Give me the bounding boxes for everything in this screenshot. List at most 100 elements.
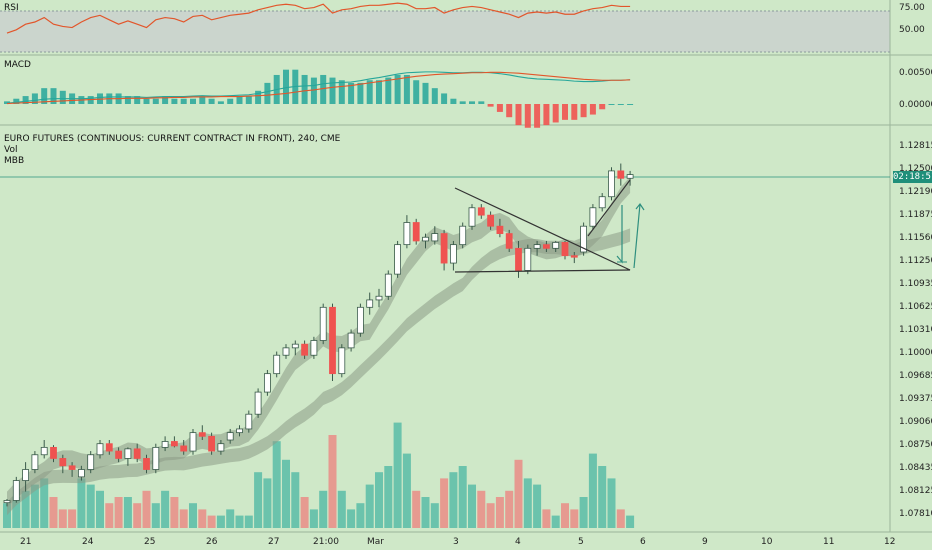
candle-body bbox=[459, 225, 467, 246]
volume-bar bbox=[77, 478, 86, 528]
candle-body bbox=[226, 432, 234, 441]
volume-bar bbox=[40, 478, 49, 528]
candle-body bbox=[515, 247, 522, 271]
macd-histogram-bar bbox=[310, 77, 317, 104]
x-tick: Mar bbox=[367, 537, 384, 547]
candle-body bbox=[412, 222, 420, 242]
macd-signal-line bbox=[6, 71, 631, 105]
volume-bar bbox=[300, 497, 309, 528]
candle-body bbox=[273, 354, 281, 375]
volume-bar bbox=[216, 515, 225, 528]
candle-body bbox=[468, 207, 476, 227]
volume-bar bbox=[254, 472, 263, 528]
macd-histogram-bar bbox=[487, 104, 494, 107]
rsi-line bbox=[6, 2, 631, 34]
candle-body bbox=[580, 225, 587, 253]
volume-bar bbox=[198, 509, 207, 528]
macd-histogram-bar bbox=[50, 88, 57, 104]
volume-bar bbox=[607, 478, 616, 528]
macd-histogram-bar bbox=[599, 104, 606, 110]
candle-body bbox=[170, 441, 178, 447]
candle-body bbox=[198, 432, 206, 437]
macd-histogram-bar bbox=[496, 104, 503, 112]
candle-body bbox=[236, 428, 243, 434]
volume-bar bbox=[375, 472, 383, 528]
macd-histogram-bar bbox=[357, 82, 364, 104]
price-tick: 1.08435 bbox=[899, 463, 932, 473]
vol-indicator-label: Vol bbox=[4, 145, 18, 155]
macd-histogram-bar bbox=[283, 69, 289, 104]
volume-bar bbox=[328, 435, 337, 528]
candle-body bbox=[152, 446, 160, 470]
x-tick: 21 bbox=[20, 537, 32, 547]
volume-bar bbox=[309, 509, 318, 528]
macd-tick-0: 0.00000 bbox=[899, 100, 932, 110]
volume-bar bbox=[616, 509, 625, 528]
volume-bar bbox=[523, 478, 532, 528]
volume-bar bbox=[235, 515, 244, 528]
macd-histogram-bar bbox=[264, 82, 271, 104]
price-tick: 1.12815 bbox=[899, 141, 932, 151]
price-tick: 1.11875 bbox=[899, 210, 932, 220]
macd-histogram-bar bbox=[22, 96, 29, 104]
candle-body bbox=[115, 450, 122, 459]
macd-histogram-bar bbox=[162, 96, 169, 104]
candle-body bbox=[59, 458, 67, 467]
macd-histogram-bar bbox=[59, 90, 66, 104]
volume-bar bbox=[244, 515, 253, 528]
candle-body bbox=[561, 242, 569, 257]
candle-body bbox=[105, 443, 113, 452]
candle-body bbox=[440, 233, 448, 264]
macd-histogram-bar bbox=[301, 74, 308, 104]
candle-body bbox=[50, 446, 57, 459]
macd-histogram-bar bbox=[236, 96, 243, 104]
candle-body bbox=[40, 446, 48, 456]
volume-bar bbox=[21, 490, 30, 528]
macd-histogram-bar bbox=[208, 98, 215, 104]
candle-body bbox=[291, 343, 299, 349]
volume-bar bbox=[114, 497, 123, 528]
macd-histogram-bar bbox=[376, 80, 382, 104]
candle-body bbox=[356, 306, 364, 334]
volume-bar bbox=[207, 515, 216, 528]
macd-histogram-bar bbox=[580, 104, 587, 118]
macd-histogram-bar bbox=[515, 104, 522, 126]
volume-bar bbox=[588, 453, 597, 528]
price-tick: 1.10000 bbox=[899, 348, 932, 358]
macd-histogram-bar bbox=[152, 98, 159, 104]
volume-bar bbox=[384, 466, 393, 528]
macd-histogram-bar bbox=[608, 104, 615, 105]
macd-histogram-bar bbox=[255, 90, 262, 104]
macd-histogram-bar bbox=[143, 98, 150, 104]
macd-line bbox=[6, 71, 631, 104]
candle-body bbox=[552, 242, 560, 249]
candle-body bbox=[68, 465, 76, 470]
macd-histogram-bar bbox=[534, 104, 541, 128]
macd-histogram-bar bbox=[627, 104, 634, 105]
macd-histogram-bar bbox=[366, 80, 373, 104]
volume-bar bbox=[570, 509, 579, 528]
macd-histogram-bar bbox=[338, 80, 345, 104]
volume-bar bbox=[123, 497, 132, 528]
volume-bar bbox=[533, 484, 542, 528]
candle-body bbox=[12, 480, 20, 501]
candle-body bbox=[608, 170, 615, 198]
x-tick: 5 bbox=[578, 537, 584, 547]
price-tick: 1.08125 bbox=[899, 486, 932, 496]
macd-histogram-bar bbox=[13, 98, 20, 104]
macd-histogram-bar bbox=[441, 93, 448, 104]
volume-bar bbox=[365, 484, 374, 528]
volume-bar bbox=[282, 459, 290, 528]
price-tick: 1.10310 bbox=[899, 325, 932, 335]
candle-body bbox=[394, 244, 402, 275]
candle-body bbox=[626, 174, 634, 179]
macd-histogram-bar bbox=[180, 98, 187, 104]
x-tick: 25 bbox=[144, 537, 156, 547]
macd-histogram-bar bbox=[394, 74, 401, 104]
price-tick: 1.11250 bbox=[899, 256, 932, 266]
candle-body bbox=[189, 432, 197, 452]
candle-body bbox=[329, 306, 336, 375]
candle-body bbox=[133, 448, 141, 459]
macd-label: MACD bbox=[4, 60, 31, 70]
